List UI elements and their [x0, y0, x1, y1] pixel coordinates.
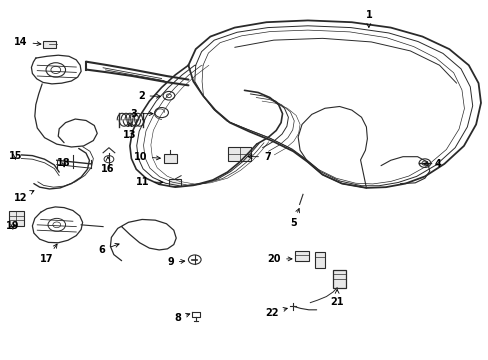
Text: 9: 9 [167, 257, 184, 267]
Text: 17: 17 [40, 244, 57, 264]
Text: 1: 1 [365, 10, 371, 27]
Text: 8: 8 [174, 313, 189, 323]
Bar [332, 270, 346, 288]
Text: 21: 21 [330, 289, 343, 307]
Text: 7: 7 [248, 152, 270, 162]
Text: 20: 20 [267, 254, 291, 264]
Text: 16: 16 [101, 157, 115, 174]
Text: 18: 18 [57, 158, 71, 168]
Text: 5: 5 [289, 208, 299, 228]
Text: 11: 11 [136, 177, 163, 187]
Bar [9, 211, 23, 226]
Bar [294, 251, 309, 261]
Text: 19: 19 [6, 221, 20, 231]
Text: 4: 4 [423, 159, 441, 169]
Text: 6: 6 [99, 243, 119, 255]
Text: 13: 13 [123, 123, 136, 140]
Bar [314, 252, 325, 268]
Text: 15: 15 [9, 151, 22, 161]
Bar [169, 179, 181, 186]
Text: 14: 14 [14, 37, 41, 47]
Text: 2: 2 [138, 91, 160, 101]
Text: 3: 3 [130, 109, 153, 119]
Text: 12: 12 [14, 191, 34, 203]
Text: 10: 10 [133, 152, 160, 162]
Bar [227, 147, 251, 161]
Text: 22: 22 [264, 307, 286, 318]
Bar [42, 41, 56, 48]
Bar [163, 154, 177, 163]
